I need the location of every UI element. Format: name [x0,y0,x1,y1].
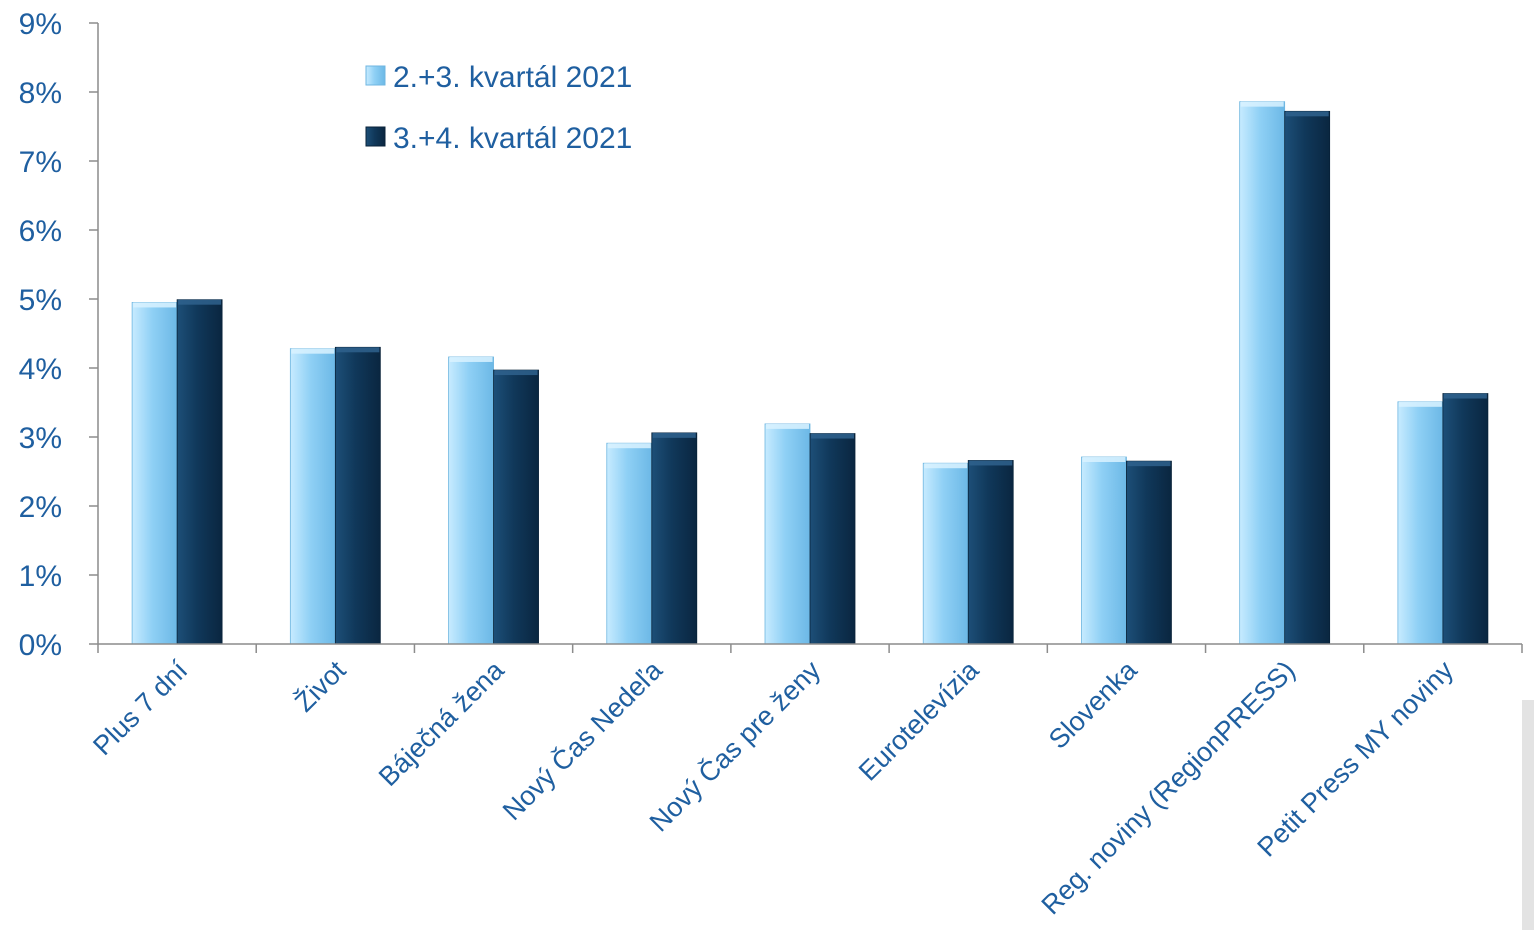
x-tick-label: Plus 7 dní [87,655,193,761]
bar-1-1 [131,302,178,645]
y-tick-label: 2% [19,491,62,524]
bar-top-1-9 [1398,401,1442,407]
x-tick-label: Život [288,654,352,718]
bar-top-2-1 [178,299,222,305]
bar-1-4 [606,442,653,645]
y-tick-label: 6% [19,215,62,248]
bar-top-1-7 [1082,457,1126,463]
y-tick-label: 4% [19,353,62,386]
x-tick-label: Nový Čas Nedeľa [496,654,668,826]
bar-2-7 [1126,460,1172,645]
bar-2-9 [1442,393,1489,645]
y-axis: 0% 1% 2% 3% 4% 5% 6% 7% 8% 9% [19,8,99,662]
bar-top-2-5 [811,433,854,439]
bar-1-2 [289,348,336,645]
y-tick-label: 1% [19,560,62,593]
y-tick-label: 3% [19,422,62,455]
bar-top-2-3 [494,370,538,376]
side-strip [1522,700,1534,930]
bar-2-4 [651,432,698,645]
bar-top-1-1 [133,302,177,308]
bar-top-1-3 [449,356,493,362]
y-tick-label: 8% [19,77,62,110]
bar-top-1-2 [291,348,335,354]
y-tick-label: 7% [19,146,62,179]
bar-2-6 [967,460,1014,645]
bar-top-2-4 [652,432,696,438]
bar-top-2-8 [1285,111,1329,117]
x-tick-label: Báječná žena [373,654,511,792]
legend-swatch-1 [365,65,386,86]
bar-1-6 [922,462,969,645]
bar-top-1-5 [766,423,809,429]
legend: 2.+3. kvartál 2021 3.+4. kvartál 2021 [365,61,632,155]
bar-top-1-6 [924,463,968,469]
bar-top-1-8 [1240,101,1284,107]
bar-top-1-4 [607,443,651,449]
y-tick-label: 5% [19,284,62,317]
bar-2-8 [1284,110,1331,645]
y-tick-label: 0% [19,629,62,662]
legend-label-2: 3.+4. kvartál 2021 [393,122,632,155]
legend-swatch-2 [365,126,386,147]
bar-top-2-2 [336,347,380,353]
x-tick-label: Slovenka [1043,654,1143,754]
legend-label-1: 2.+3. kvartál 2021 [393,61,632,94]
bar-top-2-6 [969,460,1013,466]
bar-2-2 [334,346,381,645]
plot-area [131,101,1489,645]
bar-1-8 [1239,101,1286,645]
x-tick-label: Nový Čas pre ženy [643,654,827,838]
x-tick-label: Reg. noviny (RegionPRESS) [1036,655,1301,920]
bar-2-1 [176,299,223,645]
bar-1-9 [1397,401,1444,645]
bar-2-3 [493,369,539,645]
bar-top-2-9 [1443,393,1487,399]
bar-1-5 [764,423,811,645]
x-tick-label: Eurotelevízia [853,654,985,786]
bar-2-5 [809,433,856,645]
bar-1-7 [1081,456,1127,645]
bar-top-2-7 [1127,461,1171,467]
bar-1-3 [448,356,494,645]
y-tick-label: 9% [19,8,62,41]
